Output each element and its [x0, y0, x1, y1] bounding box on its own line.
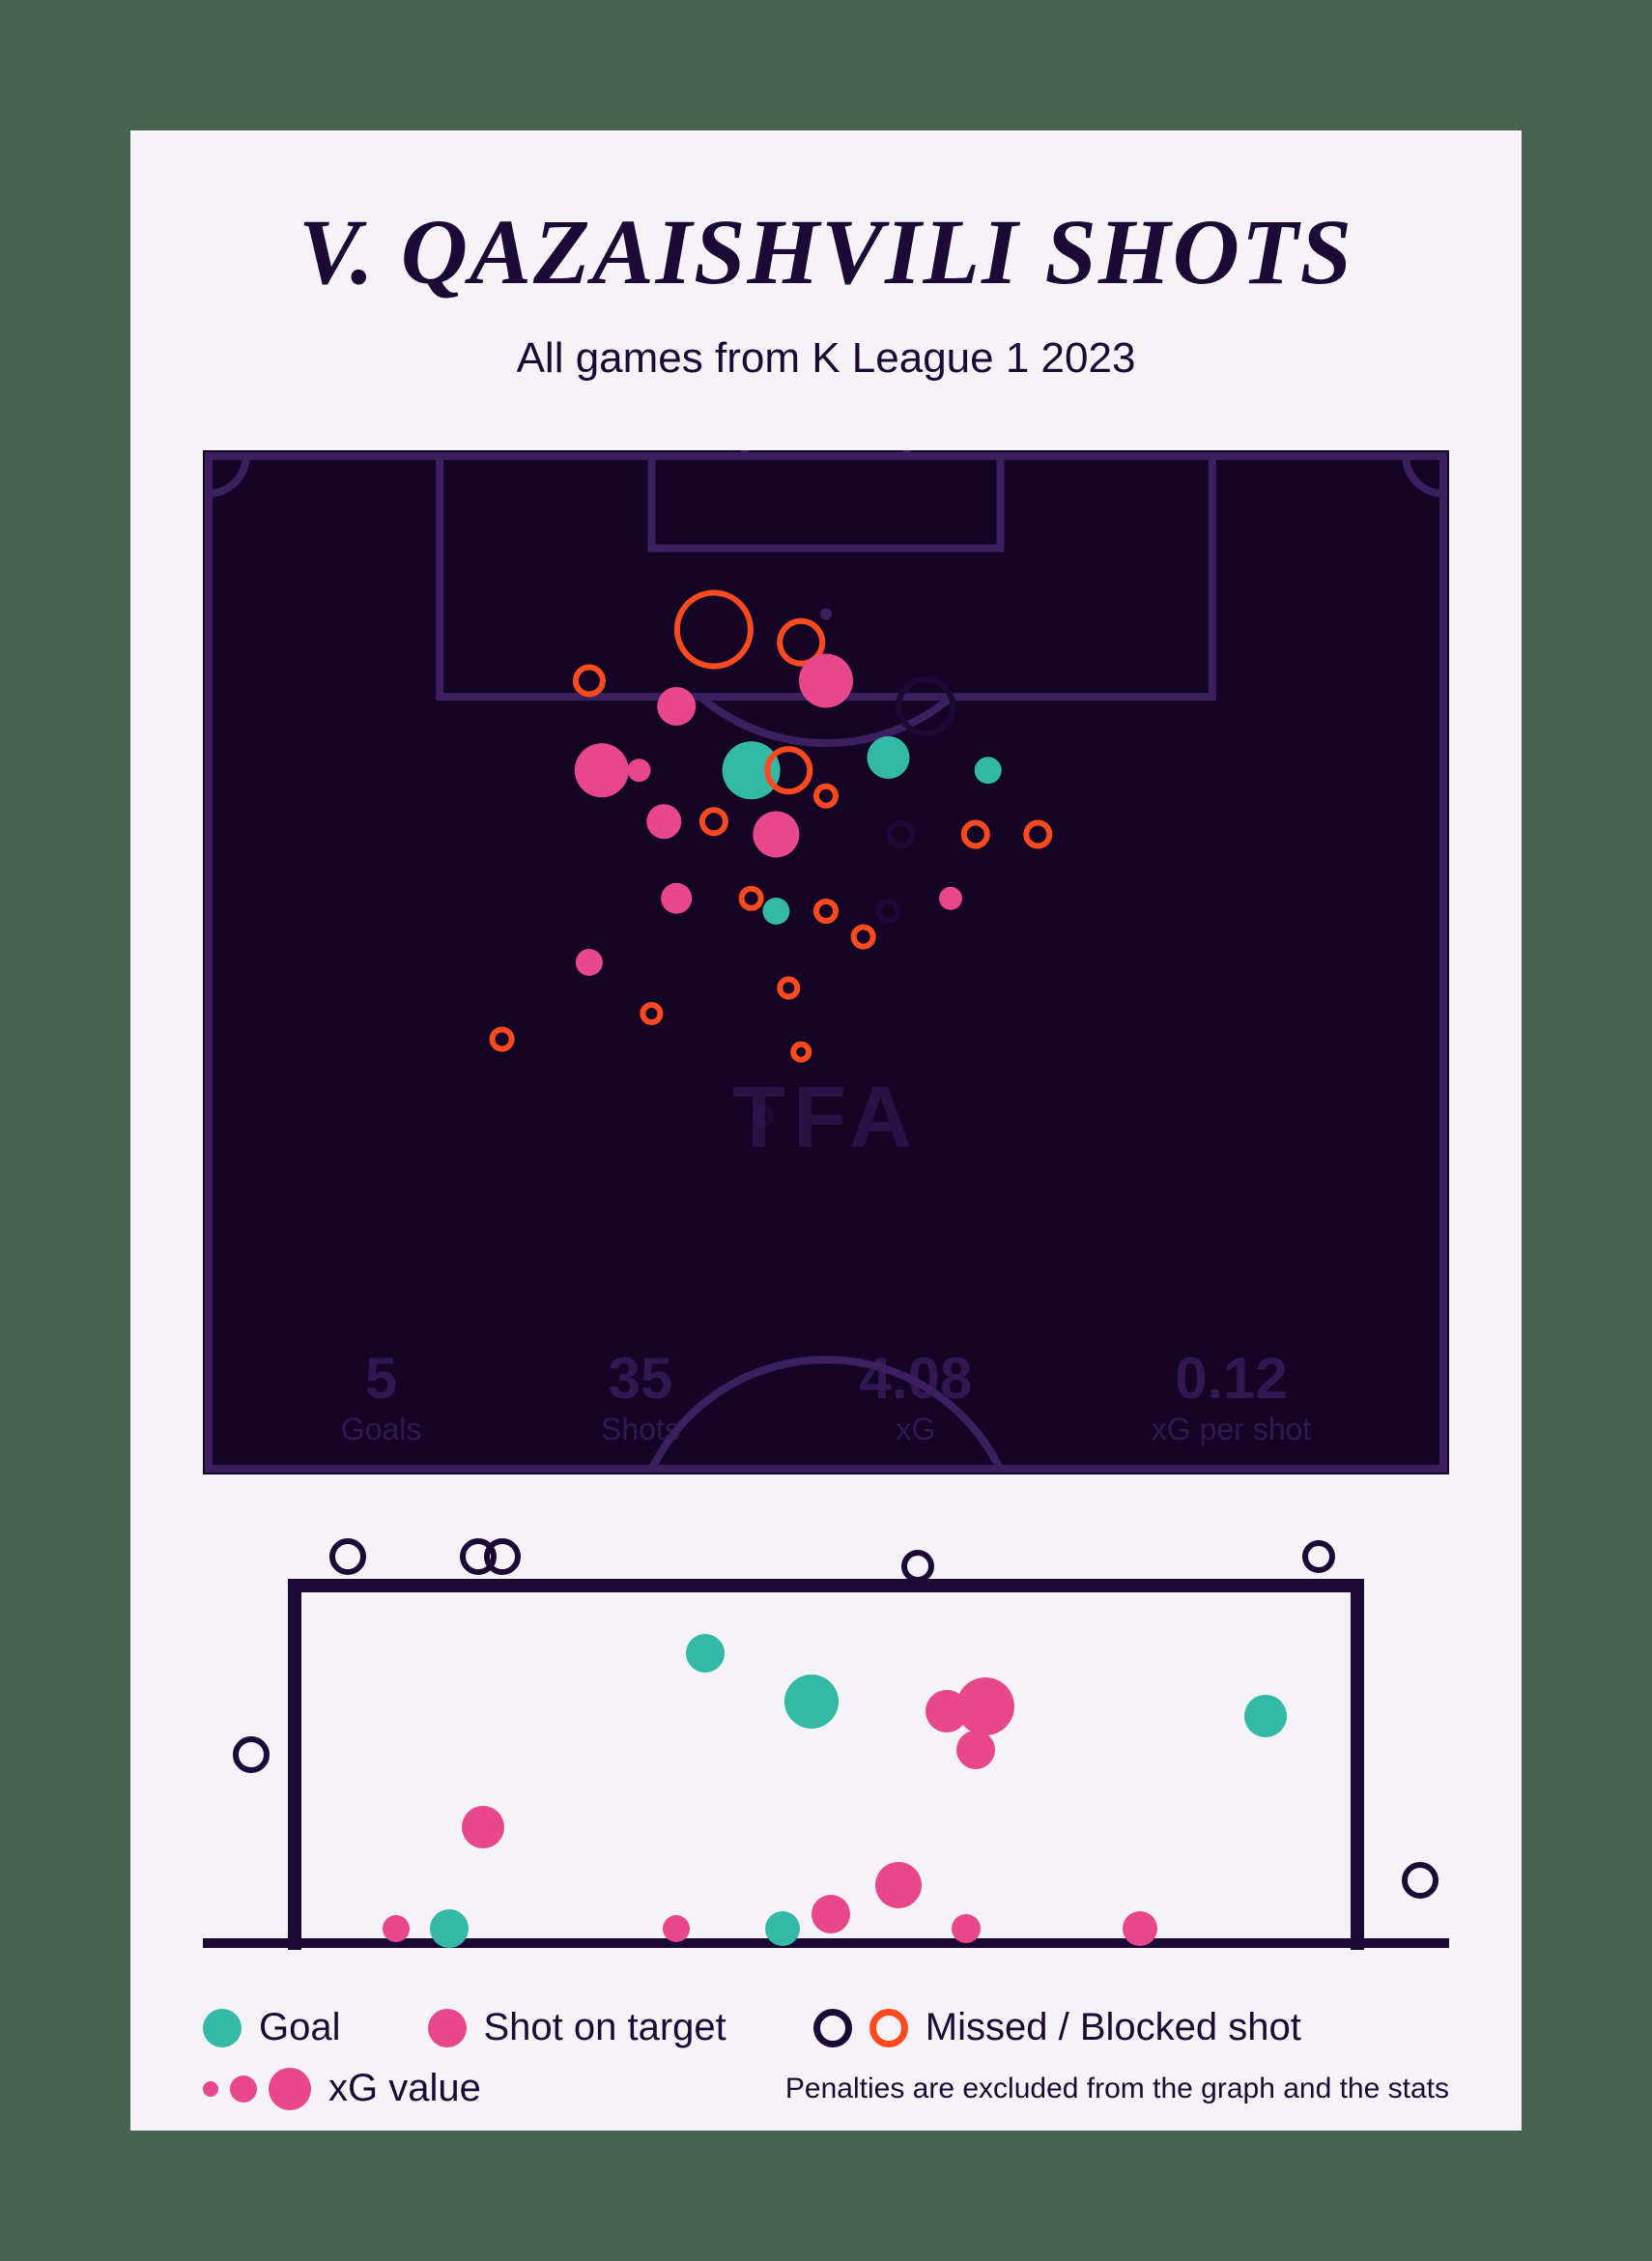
stats-row: 5 Goals 35 Shots 4.08 xG 0.12 xG per shot: [203, 1350, 1449, 1447]
stat-value: 4.08: [859, 1350, 972, 1408]
subtitle: All games from K League 1 2023: [203, 334, 1449, 383]
stat-label: Shots: [601, 1412, 680, 1447]
legend-row-1: Goal Shot on target Missed / Blocked sho…: [203, 2006, 1449, 2049]
shot-on-target-swatch: [428, 2009, 467, 2047]
legend-row-2: xG value Penalties are excluded from the…: [203, 2067, 1449, 2110]
title: V. QAZAISHVILI SHOTS: [203, 198, 1449, 305]
legend-sot-label: Shot on target: [484, 2006, 726, 2049]
legend: Goal Shot on target Missed / Blocked sho…: [203, 2006, 1449, 2110]
goal-swatch: [203, 2009, 242, 2047]
legend-note: Penalties are excluded from the graph an…: [785, 2073, 1449, 2105]
stat-item: 5 Goals: [341, 1350, 422, 1447]
legend-xg-label: xG value: [328, 2067, 481, 2110]
legend-missed: Missed / Blocked shot: [813, 2006, 1301, 2049]
legend-shot-on-target: Shot on target: [428, 2006, 726, 2049]
missed-blue-swatch: [813, 2009, 852, 2047]
stat-value: 0.12: [1152, 1350, 1311, 1408]
stat-item: 35 Shots: [601, 1350, 680, 1447]
xg-size-dot: [269, 2068, 311, 2110]
stat-label: xG per shot: [1152, 1412, 1311, 1447]
legend-goal-label: Goal: [259, 2006, 341, 2049]
shot-map-card: V. QAZAISHVILI SHOTS All games from K Le…: [130, 130, 1522, 2131]
stat-label: xG: [859, 1412, 972, 1447]
xg-size-dot: [203, 2081, 218, 2097]
missed-orange-swatch: [869, 2009, 908, 2047]
goalmouth-chart: [203, 1523, 1449, 1977]
stat-item: 0.12 xG per shot: [1152, 1350, 1311, 1447]
legend-goal: Goal: [203, 2006, 341, 2049]
stat-item: 4.08 xG: [859, 1350, 972, 1447]
stat-value: 35: [601, 1350, 680, 1408]
xg-size-dot: [230, 2075, 257, 2103]
xg-size-swatches: [203, 2068, 311, 2110]
legend-xg: xG value: [203, 2067, 481, 2110]
pitch-shot-map: TFA 5 Goals 35 Shots 4.08 xG 0.12 xG per shot: [203, 450, 1449, 1474]
goal-svg: [203, 1523, 1449, 1977]
pitch-svg: [203, 450, 1449, 1474]
watermark: TFA: [203, 1069, 1449, 1168]
legend-missed-label: Missed / Blocked shot: [926, 2006, 1301, 2049]
stat-label: Goals: [341, 1412, 422, 1447]
stat-value: 5: [341, 1350, 422, 1408]
